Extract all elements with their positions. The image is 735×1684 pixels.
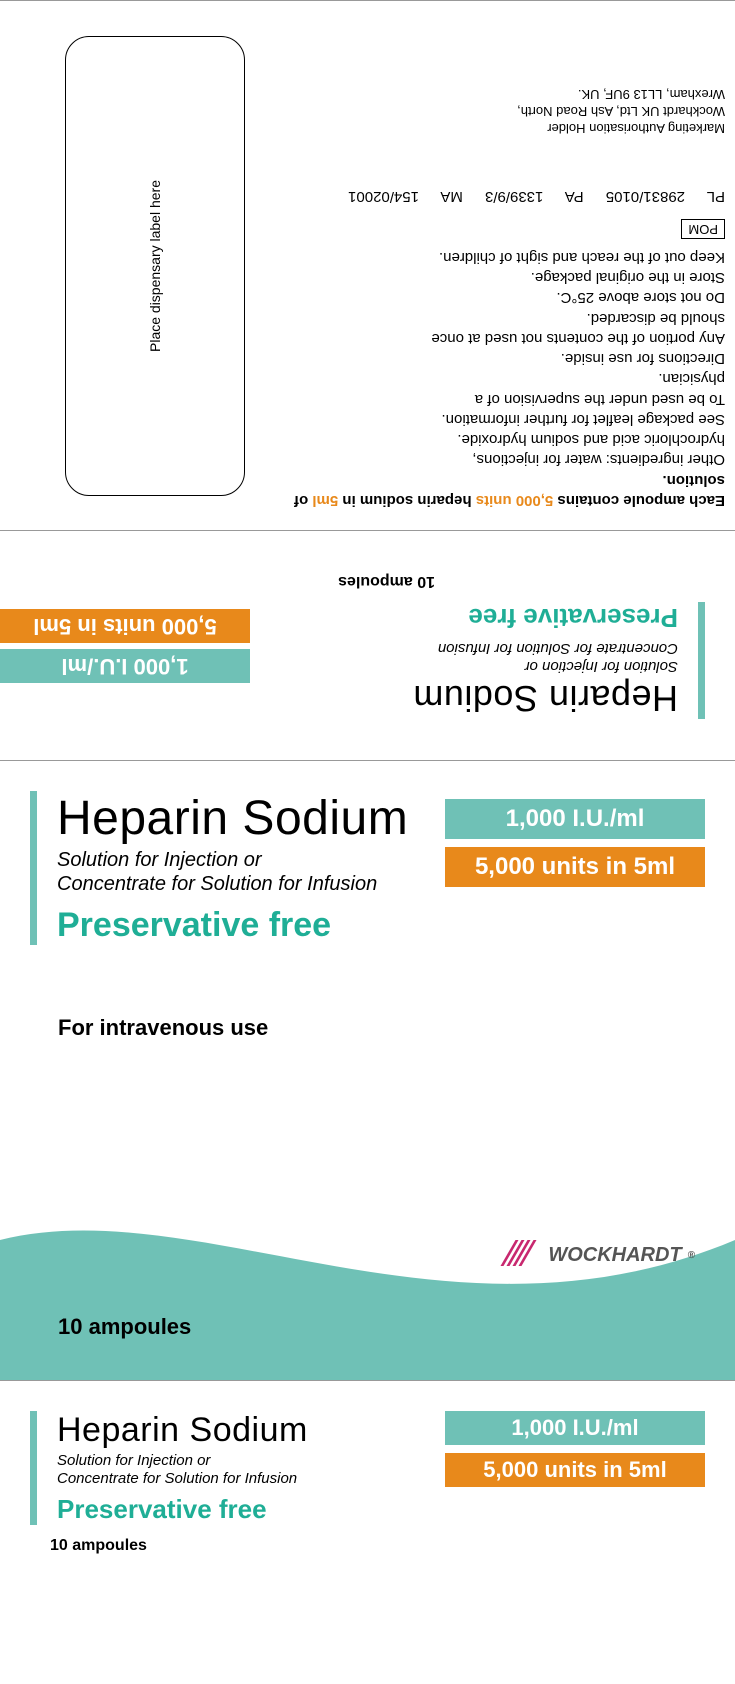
preservative-free: Preservative free (57, 906, 425, 945)
mah-line: Wockhardt UK Ltd, Ash Road North, (290, 102, 725, 119)
preservative-free: Preservative free (57, 1494, 425, 1525)
info-line: Store in the original package. (290, 267, 725, 287)
badge-concentration: 1,000 I.U./ml (445, 799, 705, 839)
panel-back-info: Heparin Sodium 5,000 units in 5ml x 10 a… (0, 0, 735, 530)
info-line: hydrochloric acid and sodium hydroxide. (290, 429, 725, 449)
composition-line: Each ampoule contains 5,000 units hepari… (290, 470, 725, 511)
pom-box: POM (681, 219, 725, 239)
panel-front: Heparin Sodium Solution for Injection or… (0, 760, 735, 1380)
info-line: See package leaflet for further informat… (290, 409, 725, 429)
license-codes: PL 29831/0105 PA 1339/9/3 MA 154/02001 (290, 186, 725, 206)
badge-column: 1,000 I.U./ml 5,000 units in 5ml (445, 799, 705, 945)
info-line: To be used under the supervision of a (290, 389, 725, 409)
badge-concentration: 1,000 I.U./ml (0, 649, 250, 683)
dispensary-box: Place dispensary label here (65, 36, 245, 496)
badge-concentration: 1,000 I.U./ml (445, 1411, 705, 1445)
panel-bottom-flap: Heparin Sodium Solution for Injection or… (0, 1380, 735, 1680)
info-text-block: Each ampoule contains 5,000 units hepari… (260, 1, 735, 530)
title-column: Heparin Sodium Solution for Injection or… (30, 1411, 425, 1680)
subtitle: Solution for Injection or Concentrate fo… (280, 639, 678, 675)
mah-block: Marketing Authorisation Holder Wockhardt… (290, 86, 725, 137)
info-line: Any portion of the contents not used at … (290, 328, 725, 348)
mah-line: Wrexham, LL13 9UF, UK. (290, 86, 725, 103)
info-line: should be discarded. (290, 308, 725, 328)
wave-decoration (0, 1180, 735, 1380)
title-column: Heparin Sodium Solution for Injection or… (30, 791, 425, 945)
info-line: Do not store above 25°C. (290, 287, 725, 307)
title-block: Heparin Sodium Solution for Injection or… (280, 602, 705, 719)
front-header: Heparin Sodium Solution for Injection or… (0, 761, 735, 945)
logo-mark-icon (504, 1240, 542, 1270)
panel-top-flap: 1,000 I.U./ml 5,000 units in 5ml Heparin… (0, 530, 735, 760)
title-block: Heparin Sodium Solution for Injection or… (30, 1411, 425, 1525)
brand-suffix: ® (688, 1250, 695, 1261)
preservative-free: Preservative free (280, 602, 678, 633)
drug-name: Heparin Sodium (280, 677, 678, 719)
info-line: Keep out of the reach and sight of child… (290, 247, 725, 267)
brand-logo: WOCKHARDT ® (504, 1240, 695, 1270)
ampoules-count: 10 ampoules (280, 572, 435, 590)
badge-total: 5,000 units in 5ml (0, 609, 250, 643)
drug-name: Heparin Sodium (57, 791, 425, 846)
badge-total: 5,000 units in 5ml (445, 1453, 705, 1487)
dispensary-side: Heparin Sodium 5,000 units in 5ml x 10 a… (0, 1, 260, 530)
badge-total: 5,000 units in 5ml (445, 847, 705, 887)
mah-line: Marketing Authorisation Holder (290, 119, 725, 136)
subtitle: Solution for Injection or Concentrate fo… (57, 848, 425, 896)
brand-name: WOCKHARDT (548, 1244, 681, 1267)
info-line: Directions for use inside. (290, 348, 725, 368)
iv-use: For intravenous use (58, 1015, 735, 1041)
ampoules-count: 10 ampoules (58, 1314, 191, 1340)
info-line: Other ingredients: water for injections, (290, 449, 725, 469)
badge-column: 1,000 I.U./ml 5,000 units in 5ml (445, 1411, 705, 1680)
dispensary-label: Place dispensary label here (147, 180, 163, 352)
ampoules-count: 10 ampoules (50, 1537, 425, 1555)
drug-name: Heparin Sodium (57, 1411, 425, 1450)
title-block-flipped: Heparin Sodium Solution for Injection or… (250, 572, 735, 719)
title-block: Heparin Sodium Solution for Injection or… (30, 791, 425, 945)
badge-group: 1,000 I.U./ml 5,000 units in 5ml (0, 609, 250, 683)
info-line: physician. (290, 368, 725, 388)
subtitle: Solution for Injection or Concentrate fo… (57, 1452, 425, 1488)
